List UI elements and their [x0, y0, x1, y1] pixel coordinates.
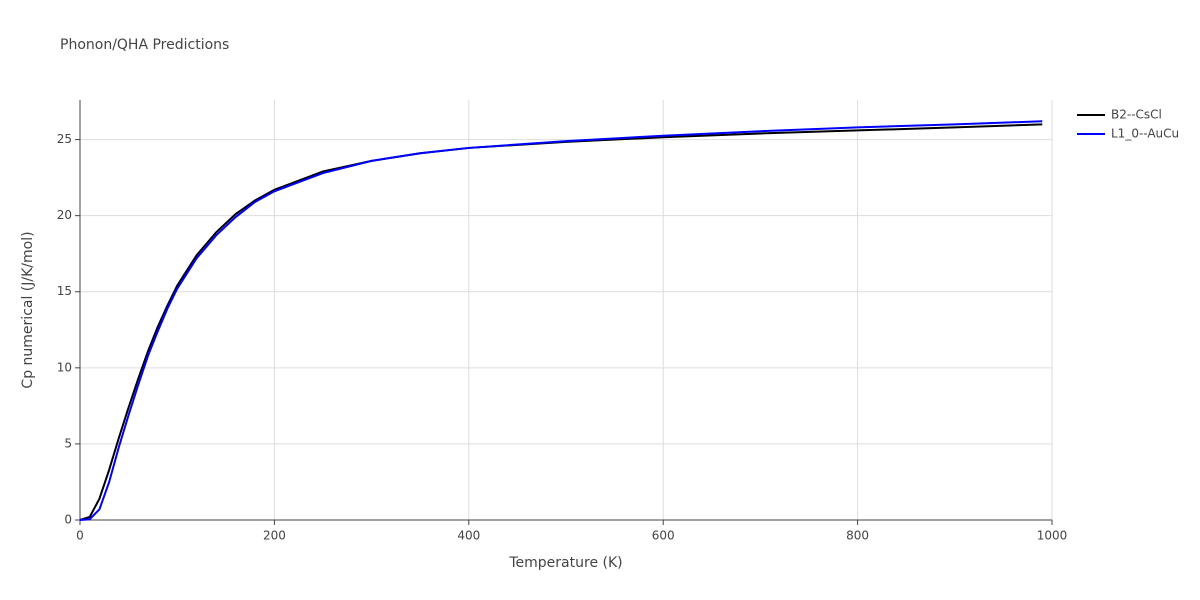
- y-tick-label: 20: [57, 208, 72, 222]
- x-tick-label: 400: [457, 529, 480, 543]
- x-tick-label: 600: [652, 529, 675, 543]
- series-line: [79, 123, 1043, 521]
- series-line: [79, 120, 1043, 521]
- x-tick-label: 800: [846, 529, 869, 543]
- y-tick-label: 25: [57, 132, 72, 146]
- legend-label: L1_0--AuCu: [1111, 127, 1179, 141]
- legend-label: B2--CsCl: [1111, 108, 1162, 122]
- chart-title: Phonon/QHA Predictions: [60, 37, 229, 53]
- y-tick-label: 5: [64, 436, 72, 450]
- y-tick-label: 10: [57, 360, 72, 374]
- y-axis-label: Cp numerical (J/K/mol): [20, 231, 36, 388]
- x-tick-label: 200: [263, 529, 286, 543]
- x-axis-label: Temperature (K): [508, 555, 622, 571]
- x-tick-label: 1000: [1037, 529, 1068, 543]
- x-tick-label: 0: [76, 529, 84, 543]
- y-tick-label: 15: [57, 284, 72, 298]
- y-tick-label: 0: [64, 513, 72, 527]
